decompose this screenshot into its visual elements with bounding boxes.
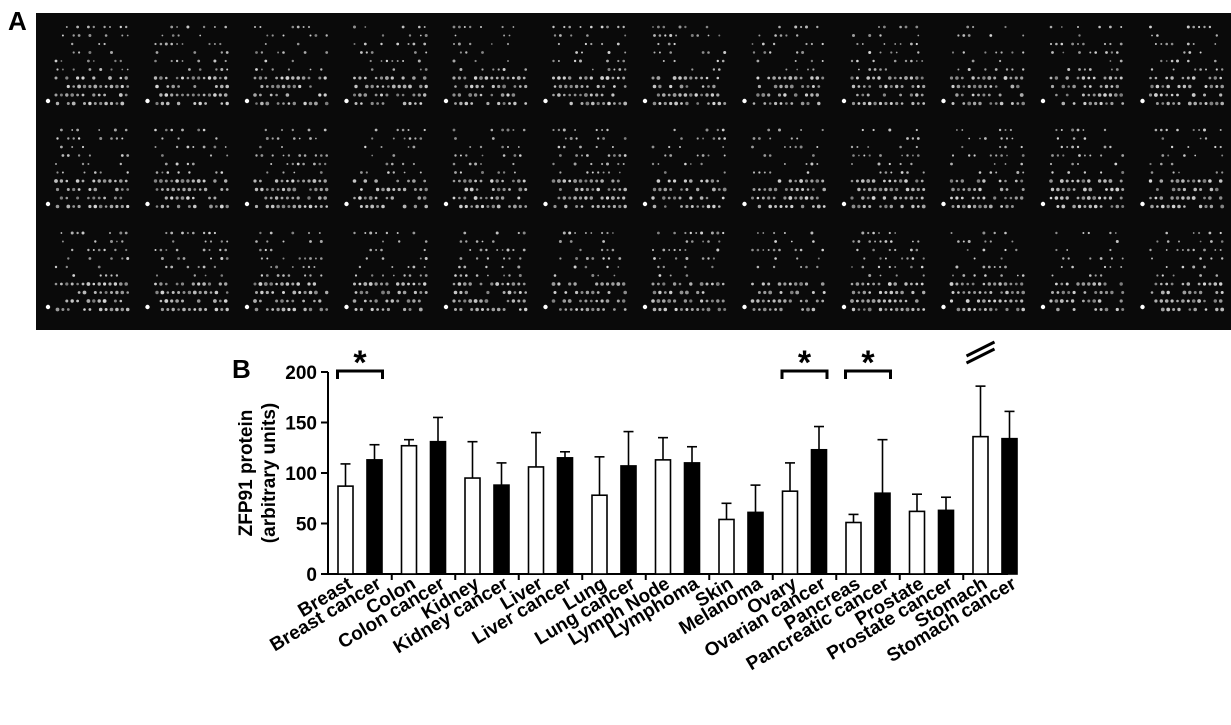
y-axis-label-line1: ZFP91 protein [236, 410, 257, 537]
bar [972, 435, 989, 575]
bar [683, 462, 701, 575]
bar [1001, 437, 1018, 575]
bar [556, 457, 574, 575]
bar [845, 521, 862, 575]
bar [810, 448, 828, 575]
bar-chart: B ZFP91 protein (arbitrary units) 0 50 100… [232, 340, 1021, 675]
y-axis-label-line2: (arbitrary units) [259, 403, 280, 543]
y-tick-label: 100 [285, 464, 317, 485]
y-tick-label: 150 [285, 414, 317, 435]
bar [781, 490, 799, 575]
bar [464, 477, 481, 575]
significance-star: * [353, 344, 367, 382]
bar [337, 485, 354, 575]
bar [874, 492, 891, 575]
bar [366, 459, 383, 575]
y-tick-label: 50 [296, 515, 317, 536]
protein-array-blot [36, 13, 1231, 330]
significance-bracket [336, 369, 384, 379]
bar [527, 466, 545, 575]
bar [937, 509, 955, 575]
significance-bracket [780, 369, 829, 379]
panel-b-label: B [232, 354, 251, 384]
significance-star: * [798, 344, 812, 382]
bar [591, 494, 608, 575]
y-tick-label: 0 [306, 565, 317, 586]
bar [620, 465, 637, 575]
bar [429, 440, 447, 575]
bar [747, 511, 764, 575]
panel-a-label: A [8, 6, 27, 36]
bar [654, 459, 672, 575]
significance-bracket [844, 369, 892, 379]
significance-star: * [861, 344, 875, 382]
bar [908, 510, 926, 575]
axis-break-mark [965, 347, 996, 365]
bar [493, 484, 510, 575]
bar [718, 518, 735, 575]
y-tick-label: 200 [285, 363, 317, 384]
bar [400, 444, 418, 575]
axis-break-mark [965, 340, 996, 358]
